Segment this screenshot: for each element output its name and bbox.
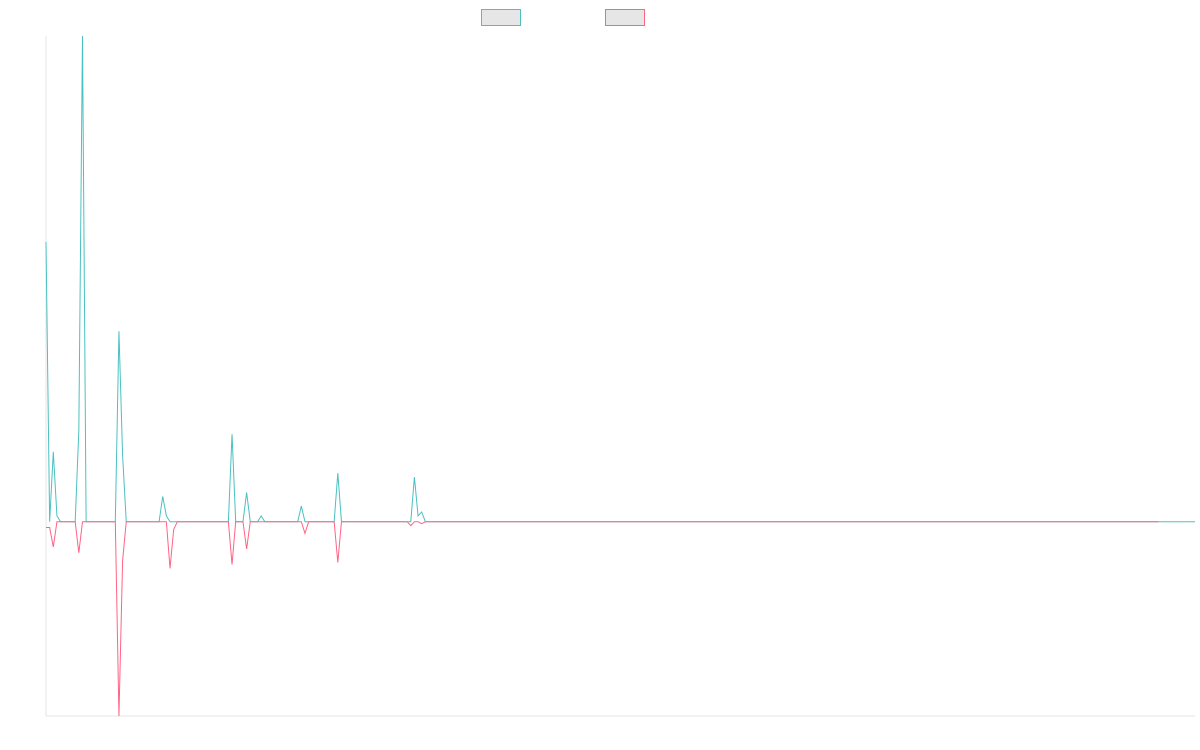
series-line-2[interactable] bbox=[46, 521, 1159, 717]
series-line-1[interactable] bbox=[45, 35, 1195, 523]
legend-swatch-series-2[interactable] bbox=[605, 9, 645, 26]
legend-swatch-series-1[interactable] bbox=[481, 9, 521, 26]
